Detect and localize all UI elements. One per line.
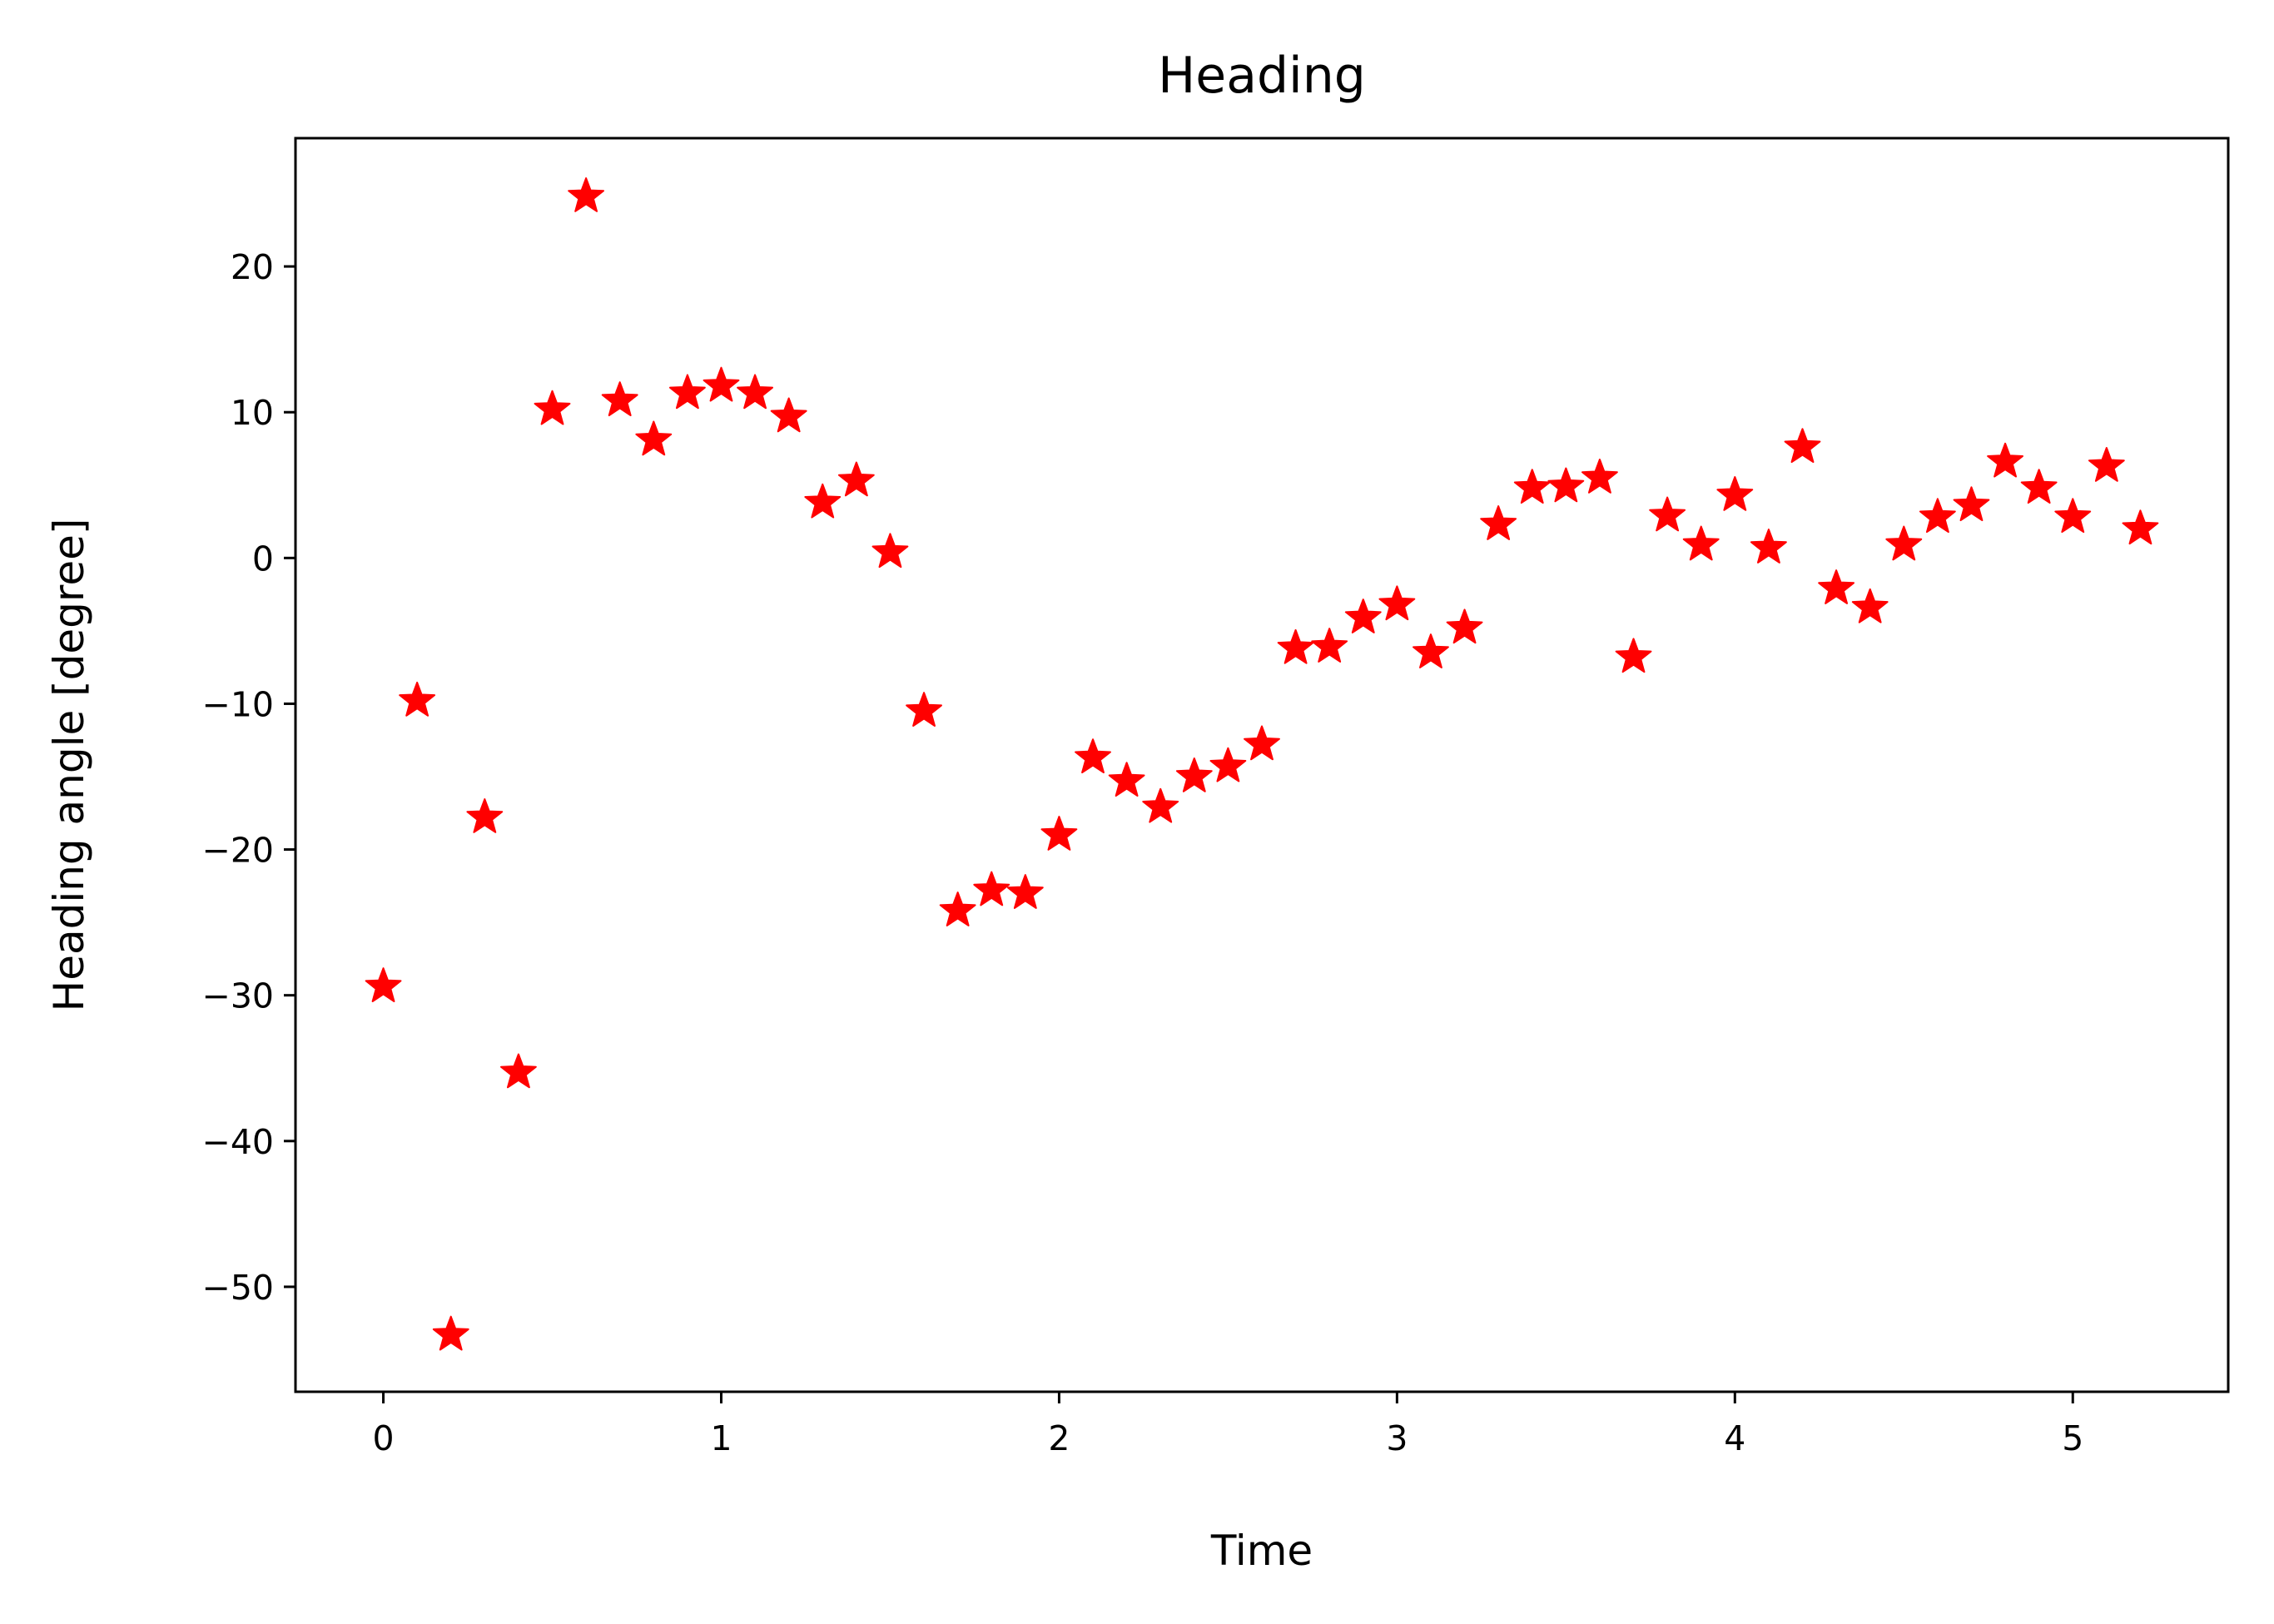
- data-point: [1784, 428, 1821, 464]
- data-point: [635, 420, 673, 456]
- x-tick-label: 4: [1724, 1418, 1745, 1458]
- data-point: [973, 871, 1010, 906]
- data-point: [1006, 874, 1044, 909]
- data-point: [2122, 509, 2159, 545]
- y-tick-label: −50: [201, 1268, 274, 1308]
- data-point: [1513, 469, 1551, 504]
- data-point: [500, 1053, 537, 1089]
- data-point: [365, 967, 402, 1002]
- x-tick-label: 2: [1048, 1418, 1070, 1458]
- data-point: [1209, 747, 1247, 782]
- data-point: [601, 381, 638, 417]
- data-point: [2088, 447, 2125, 482]
- data-point: [703, 366, 740, 402]
- data-point: [668, 374, 706, 410]
- data-point: [770, 397, 807, 433]
- data-point: [1649, 496, 1686, 532]
- data-point: [1311, 628, 1348, 663]
- data-point: [1108, 762, 1145, 797]
- y-tick-label: 20: [231, 247, 274, 287]
- y-tick-label: −40: [201, 1122, 274, 1162]
- data-point: [1446, 608, 1483, 644]
- y-axis: −50 −40 −30 −20 −10 0 10 20: [201, 247, 295, 1308]
- data-point: [1953, 486, 1990, 522]
- data-point: [1885, 525, 1923, 561]
- chart-title: Heading: [1158, 47, 1366, 105]
- x-tick-label: 5: [2062, 1418, 2083, 1458]
- data-point: [1682, 525, 1720, 561]
- data-point: [1480, 505, 1517, 540]
- data-markers: [365, 177, 2159, 1351]
- data-point: [871, 533, 909, 569]
- x-axis-label: Time: [1210, 1527, 1313, 1575]
- data-point: [1987, 442, 2023, 478]
- y-axis-label: Heading angle [degree]: [45, 519, 93, 1012]
- data-point: [1851, 588, 1889, 623]
- data-point: [1040, 816, 1078, 851]
- data-point: [568, 177, 605, 212]
- y-tick-label: 10: [231, 393, 274, 433]
- data-point: [1615, 638, 1652, 673]
- data-point: [1818, 569, 1855, 604]
- data-point: [1919, 498, 1956, 534]
- x-tick-label: 3: [1386, 1418, 1408, 1458]
- data-point: [466, 798, 504, 833]
- x-tick-label: 0: [372, 1418, 394, 1458]
- data-point: [737, 374, 774, 410]
- data-point: [804, 483, 842, 519]
- data-point: [1750, 529, 1787, 564]
- y-tick-label: −20: [201, 831, 274, 871]
- plot-area-frame: [294, 137, 2230, 1393]
- data-point: [1547, 467, 1585, 503]
- data-point: [1716, 476, 1754, 511]
- data-point: [2020, 469, 2058, 504]
- data-point: [1075, 738, 1111, 774]
- data-point: [1142, 787, 1179, 823]
- x-axis: 0 1 2 3 4 5: [372, 1392, 2083, 1458]
- data-point: [1581, 459, 1618, 494]
- data-point: [1244, 725, 1280, 761]
- data-point: [1175, 757, 1213, 792]
- y-tick-label: −30: [201, 976, 274, 1016]
- data-point: [939, 891, 976, 926]
- y-tick-label: 0: [252, 539, 274, 579]
- data-point: [534, 390, 571, 425]
- data-point: [1413, 633, 1449, 668]
- data-point: [1378, 585, 1416, 621]
- x-tick-label: 1: [710, 1418, 732, 1458]
- data-point: [1277, 628, 1314, 664]
- data-point: [837, 461, 875, 497]
- data-point: [906, 692, 942, 728]
- data-point: [432, 1315, 469, 1351]
- data-point: [2054, 498, 2092, 534]
- data-point: [399, 681, 436, 717]
- data-point: [1344, 598, 1382, 633]
- y-tick-label: −10: [201, 684, 274, 724]
